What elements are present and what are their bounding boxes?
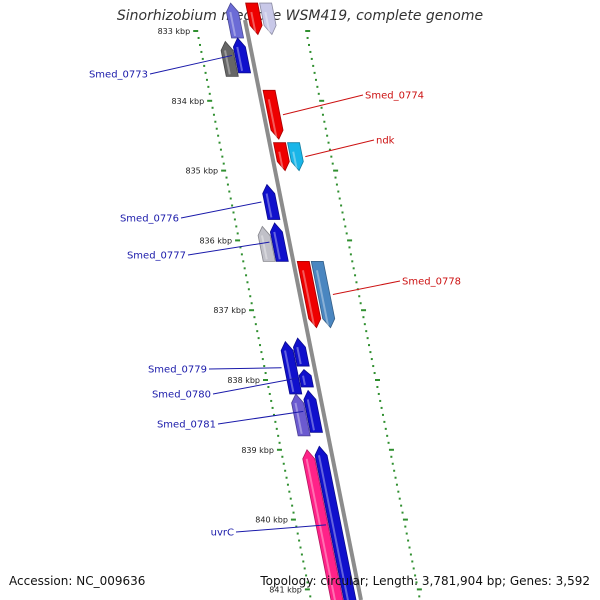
gene-label[interactable]: Smed_0781 bbox=[157, 420, 216, 431]
gene-highlight bbox=[302, 375, 306, 386]
gene-highlight bbox=[315, 270, 330, 326]
gene-arrow[interactable] bbox=[269, 222, 289, 262]
gene-highlight bbox=[236, 46, 244, 72]
gene-highlight bbox=[273, 231, 281, 260]
gene-arrow[interactable] bbox=[257, 225, 276, 262]
gene-highlight bbox=[267, 99, 278, 138]
gene-label[interactable]: Smed_0777 bbox=[127, 251, 186, 262]
gene-smed-0777[interactable] bbox=[269, 222, 289, 262]
gene-smed-0781-purple[interactable] bbox=[291, 393, 311, 437]
tick-label: 836 kbp bbox=[199, 236, 232, 245]
tick-label: 833 kbp bbox=[158, 27, 191, 36]
gene-arrow[interactable] bbox=[310, 260, 336, 329]
tick-label: 839 kbp bbox=[241, 446, 274, 455]
gene-label[interactable]: Smed_0780 bbox=[152, 390, 211, 401]
gene-smed-0780[interactable] bbox=[298, 368, 314, 388]
label-leader-line bbox=[217, 410, 304, 425]
gene-smed-0776[interactable] bbox=[262, 183, 281, 220]
gene-ndk-partner[interactable] bbox=[273, 142, 290, 172]
gene-label[interactable]: Smed_0779 bbox=[148, 365, 207, 376]
gene-highlight bbox=[264, 11, 271, 33]
gene-top-reverse-b[interactable] bbox=[259, 2, 277, 36]
gene-smed-0781[interactable] bbox=[303, 389, 323, 433]
gene-arrow[interactable] bbox=[262, 183, 281, 220]
label-leader-line bbox=[282, 94, 364, 116]
gene-ndk[interactable] bbox=[287, 142, 304, 172]
label-leader-line bbox=[332, 280, 401, 295]
gene-arrow[interactable] bbox=[303, 389, 323, 433]
tick-label: 834 kbp bbox=[172, 97, 205, 106]
gene-arrow[interactable] bbox=[232, 37, 252, 74]
gene-label[interactable]: uvrC bbox=[211, 528, 234, 539]
gene-arrow[interactable] bbox=[262, 89, 284, 140]
gene-arrow[interactable] bbox=[291, 393, 311, 437]
gene-smed-0779-b[interactable] bbox=[293, 337, 310, 367]
gene-arrow[interactable] bbox=[298, 368, 314, 388]
gene-uvrc[interactable] bbox=[314, 445, 357, 600]
gene-smed-0774[interactable] bbox=[262, 89, 284, 140]
gene-highlight bbox=[294, 402, 303, 435]
gene-top-reverse-a[interactable] bbox=[245, 2, 263, 36]
label-leader-line bbox=[187, 241, 270, 256]
gene-smed-0777-grey[interactable] bbox=[257, 225, 276, 262]
gene-arrow[interactable] bbox=[293, 337, 310, 367]
tick-label: 835 kbp bbox=[186, 167, 219, 176]
gene-highlight bbox=[250, 11, 257, 33]
gene-highlight bbox=[301, 270, 316, 326]
gene-highlight bbox=[306, 399, 315, 431]
gene-arrow[interactable] bbox=[273, 142, 290, 172]
gene-arrow[interactable] bbox=[296, 260, 322, 329]
gene-highlight bbox=[317, 455, 349, 600]
gene-arrow[interactable] bbox=[314, 445, 357, 600]
gene-label[interactable]: Smed_0778 bbox=[402, 277, 461, 288]
gene-top-forward-a[interactable] bbox=[225, 2, 245, 39]
gene-smed-0778-red[interactable] bbox=[296, 260, 322, 329]
gene-label[interactable]: Smed_0773 bbox=[89, 70, 148, 81]
gene-arrow[interactable] bbox=[259, 2, 277, 36]
label-leader-line bbox=[305, 139, 375, 158]
gene-highlight bbox=[261, 235, 268, 260]
map-title: Sinorhizobium medicae WSM419, complete g… bbox=[116, 8, 484, 24]
gene-arrow[interactable] bbox=[220, 40, 239, 77]
gene-highlight bbox=[229, 11, 237, 37]
gene-smed-0773-grey[interactable] bbox=[220, 40, 239, 77]
tick-label: 838 kbp bbox=[227, 376, 260, 385]
gene-label[interactable]: ndk bbox=[376, 136, 395, 147]
accession-text: Accession: NC_009636 bbox=[9, 574, 146, 588]
gene-smed-0778[interactable] bbox=[310, 260, 336, 329]
gene-highlight bbox=[284, 350, 295, 393]
gene-label[interactable]: Smed_0776 bbox=[120, 214, 179, 225]
label-leader-line bbox=[149, 54, 233, 75]
genome-stats-text: Topology: circular; Length: 3,781,904 bp… bbox=[260, 574, 590, 588]
label-leader-line bbox=[235, 524, 327, 533]
label-leader-line bbox=[180, 201, 262, 219]
gene-highlight bbox=[292, 151, 298, 169]
tick-label: 840 kbp bbox=[255, 516, 288, 525]
tick-label: 837 kbp bbox=[213, 306, 246, 315]
gene-arrow[interactable] bbox=[245, 2, 263, 36]
gene-highlight bbox=[265, 193, 273, 218]
gene-smed-0773[interactable] bbox=[232, 37, 252, 74]
gene-highlight bbox=[278, 151, 284, 169]
gene-arrow[interactable] bbox=[287, 142, 304, 172]
tick-label: 841 kbp bbox=[269, 585, 302, 594]
genome-backbone bbox=[243, 19, 363, 600]
gene-highlight bbox=[305, 458, 336, 600]
gene-highlight bbox=[224, 50, 231, 75]
label-leader-line bbox=[212, 377, 297, 395]
label-leader-line bbox=[208, 367, 282, 370]
gene-highlight bbox=[296, 346, 302, 365]
gene-label[interactable]: Smed_0774 bbox=[365, 91, 424, 102]
